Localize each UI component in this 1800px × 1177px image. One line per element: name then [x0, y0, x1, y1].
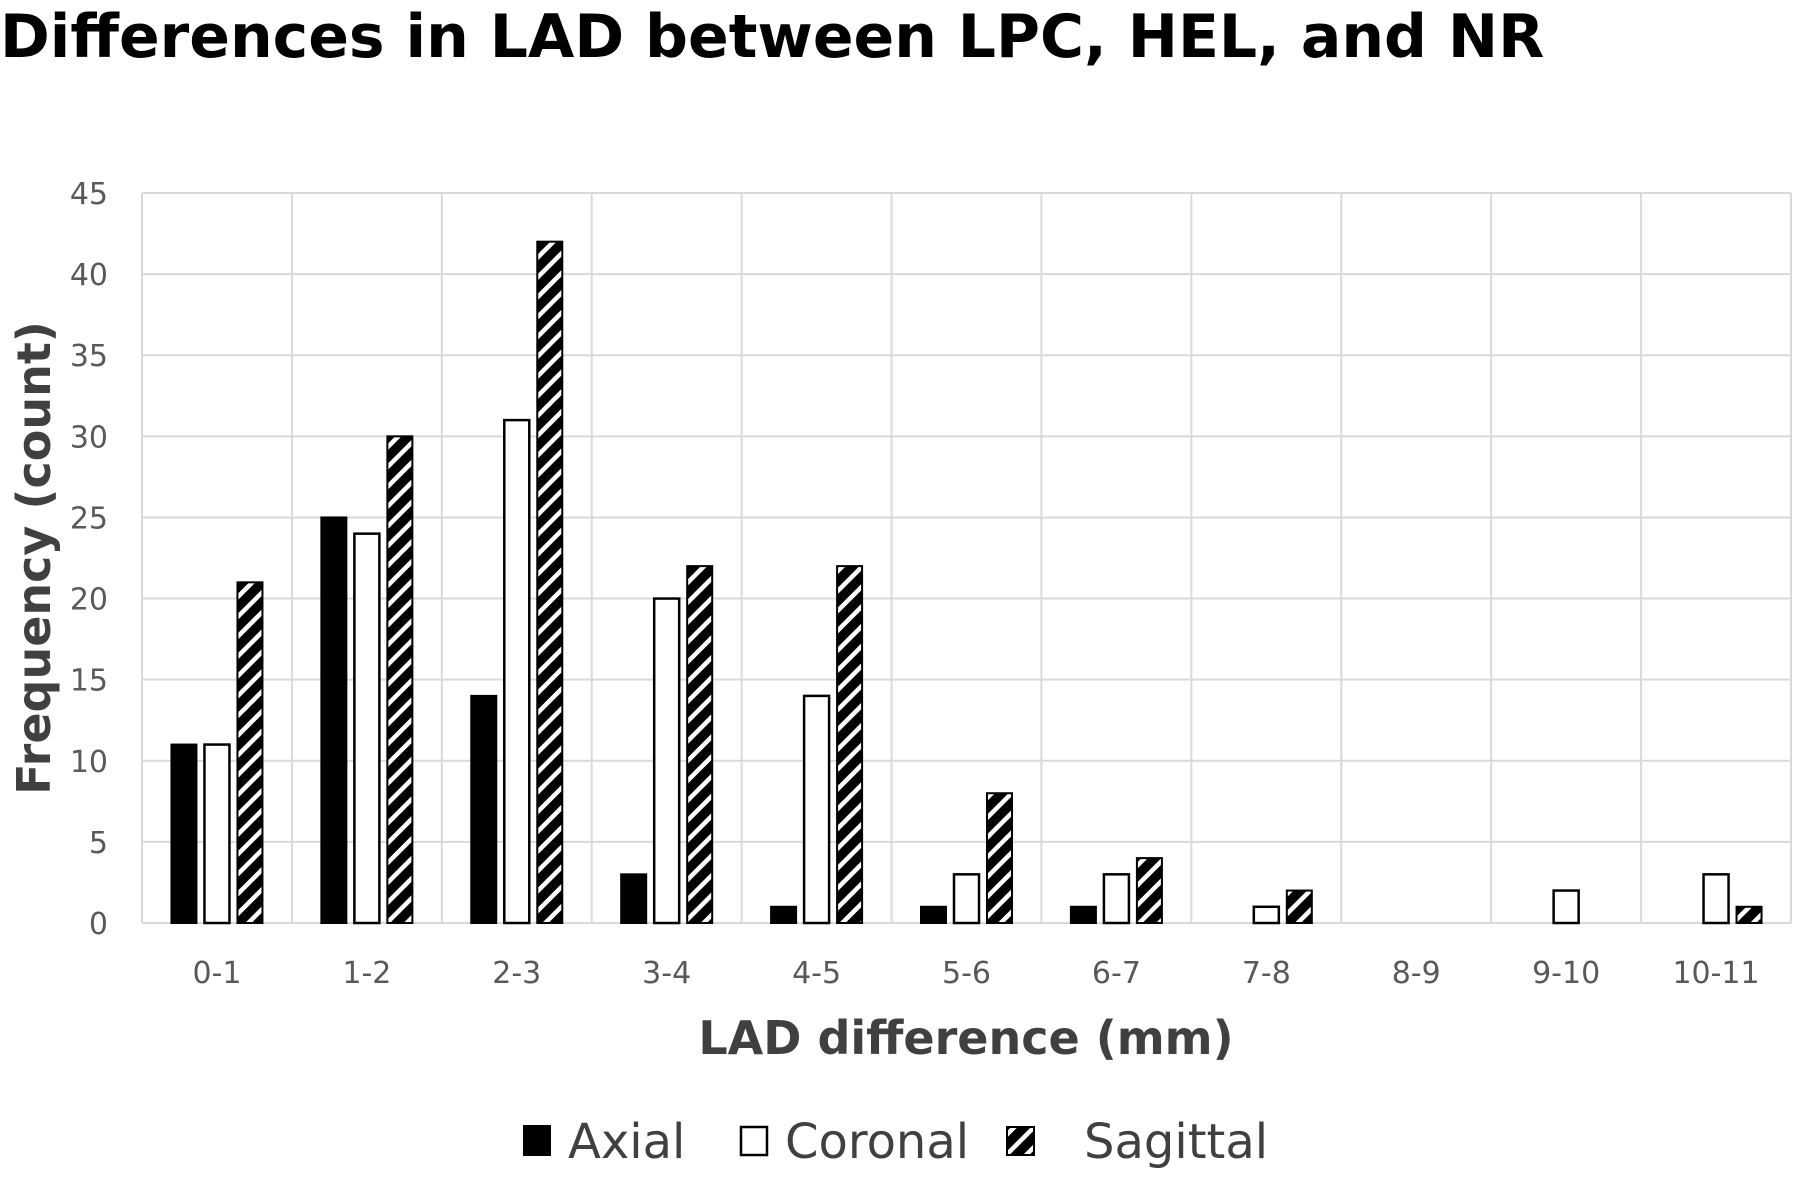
y-tick-label: 20 [70, 583, 108, 618]
bar-coronal-5-6 [952, 873, 981, 925]
x-tick-label: 7-8 [1242, 956, 1291, 991]
legend-swatch-sagittal [1006, 1126, 1035, 1156]
x-tick-label: 5-6 [942, 956, 991, 991]
bar-coronal-4-5 [802, 694, 831, 925]
bar-coronal-10-11 [1702, 873, 1730, 925]
legend-label-axial: Axial [568, 1114, 685, 1170]
x-tick-label: 0-1 [192, 956, 241, 991]
x-tick-label: 3-4 [642, 956, 691, 991]
bar-sagittal-10-11 [1735, 905, 1763, 924]
x-tick-label: 2-3 [492, 956, 541, 991]
bar-coronal-1-2 [353, 532, 381, 925]
y-tick-labels: 0 5 10 15 20 25 30 35 40 45 [70, 177, 108, 942]
bar-axial-1-2 [320, 516, 348, 924]
y-tick-label: 10 [70, 745, 108, 780]
bar-axial-4-5 [770, 905, 798, 924]
y-tick-label: 35 [70, 339, 108, 374]
bar-sagittal-2-3 [536, 240, 564, 924]
bar-coronal-3-4 [652, 597, 681, 925]
bar-sagittal-1-2 [386, 435, 414, 924]
bar-sagittal-5-6 [986, 792, 1013, 924]
bar-coronal-0-1 [203, 743, 231, 925]
legend-swatch-axial [523, 1125, 551, 1156]
x-tick-label: 9-10 [1532, 956, 1600, 991]
y-tick-label: 45 [70, 177, 108, 212]
legend-label-sagittal: Sagittal [1084, 1114, 1268, 1170]
chart-title: Differences in LAD between LPC, HEL, and… [0, 2, 1545, 72]
x-axis-title: LAD difference (mm) [698, 1011, 1233, 1065]
legend: Axial Coronal Sagittal [523, 1114, 1268, 1170]
bar-axial-6-7 [1069, 905, 1097, 924]
x-tick-label: 8-9 [1392, 956, 1441, 991]
x-tick-label: 6-7 [1092, 956, 1141, 991]
x-tick-label: 1-2 [342, 956, 391, 991]
bar-coronal-6-7 [1102, 873, 1131, 925]
bar-coronal-2-3 [503, 418, 531, 925]
legend-label-coronal: Coronal [785, 1114, 969, 1170]
y-tick-label: 0 [89, 907, 108, 942]
y-tick-label: 30 [70, 420, 108, 455]
bar-sagittal-0-1 [236, 581, 264, 924]
x-tick-label: 10-11 [1672, 956, 1759, 991]
bar-axial-3-4 [620, 873, 648, 924]
bar-sagittal-4-5 [836, 565, 864, 924]
gridlines [141, 192, 1792, 924]
bar-coronal-7-8 [1252, 905, 1281, 925]
legend-item-axial: Axial [523, 1114, 685, 1170]
y-tick-label: 5 [89, 826, 108, 861]
bars [170, 240, 1763, 925]
bar-sagittal-7-8 [1285, 889, 1313, 924]
x-tick-labels: 0-1 1-2 2-3 3-4 4-5 5-6 6-7 7-8 8-9 9-10 10-11 [192, 956, 1759, 991]
legend-item-sagittal: Sagittal [1006, 1114, 1268, 1170]
legend-item-coronal: Coronal [739, 1114, 969, 1170]
legend-swatch-coronal [739, 1125, 769, 1157]
bar-sagittal-3-4 [686, 565, 714, 924]
bar-coronal-9-10 [1552, 889, 1580, 925]
bar-axial-5-6 [920, 905, 947, 924]
bar-sagittal-6-7 [1135, 857, 1163, 924]
x-tick-label: 4-5 [792, 956, 841, 991]
y-tick-label: 25 [70, 501, 108, 536]
bar-axial-2-3 [470, 694, 498, 925]
y-tick-label: 40 [70, 258, 108, 293]
y-axis-title: Frequency (count) [7, 321, 61, 795]
bar-axial-0-1 [170, 743, 198, 924]
y-tick-label: 15 [70, 664, 108, 699]
